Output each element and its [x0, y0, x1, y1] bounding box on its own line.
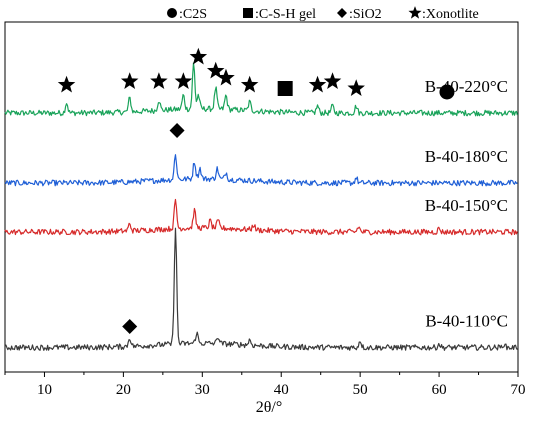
series-line [4, 62, 518, 117]
x-tick-label: 60 [432, 382, 447, 398]
legend-label: :C2S [179, 7, 207, 22]
series-line [4, 154, 518, 187]
legend-label: :SiO2 [349, 7, 382, 22]
series-line [4, 198, 518, 236]
legend-item: :C-S-H gel [243, 7, 316, 22]
x-tick-label: 40 [274, 382, 289, 398]
series-labels: B-40-220°C B-40-180°C B-40-150°C B-40-110°C [425, 77, 508, 331]
x-tick-label: 50 [353, 382, 368, 398]
star-icon [240, 75, 259, 93]
x-tick-label: 10 [37, 382, 52, 398]
star-icon [323, 72, 342, 89]
star-icon [57, 75, 76, 93]
series-2 [4, 198, 518, 236]
legend-item: :C2S [167, 7, 207, 22]
legend-label: :C-S-H gel [255, 7, 316, 22]
series-label: B-40-150°C [425, 196, 508, 215]
series-layer [4, 62, 518, 351]
star-icon [150, 72, 168, 89]
series-3 [4, 227, 518, 351]
star-icon [120, 72, 139, 89]
x-axis: 10 20 30 40 50 60 70 [4, 372, 526, 398]
star-icon [174, 72, 193, 89]
legend: :C2S :C-S-H gel :SiO2 :Xonotlite [167, 6, 479, 22]
series-0 [4, 62, 518, 117]
series-label: B-40-180°C [425, 147, 508, 166]
diamond-icon [169, 123, 185, 138]
x-tick-label: 30 [195, 382, 210, 398]
square-icon [243, 8, 253, 18]
diamond-icon [122, 319, 138, 334]
circle-icon [167, 8, 177, 18]
series-line [4, 227, 518, 351]
star-icon [189, 47, 208, 65]
circle-icon [439, 84, 455, 100]
x-tick-label: 70 [511, 382, 526, 398]
legend-label: :Xonotlite [422, 7, 479, 22]
star-icon [408, 6, 422, 19]
series-label: B-40-110°C [425, 312, 508, 331]
star-icon [347, 79, 365, 96]
markers-layer [57, 47, 455, 334]
star-icon [217, 68, 235, 86]
legend-item: :Xonotlite [408, 6, 479, 22]
x-tick-label: 20 [116, 382, 131, 398]
plot-frame [4, 21, 519, 373]
legend-item: :SiO2 [337, 7, 382, 22]
x-axis-label: 2θ/° [256, 399, 283, 416]
star-icon [308, 75, 327, 93]
star-icon [206, 61, 225, 79]
square-icon [277, 81, 293, 96]
series-1 [4, 154, 518, 187]
series-label: B-40-220°C [425, 77, 508, 96]
diamond-icon [337, 8, 347, 18]
